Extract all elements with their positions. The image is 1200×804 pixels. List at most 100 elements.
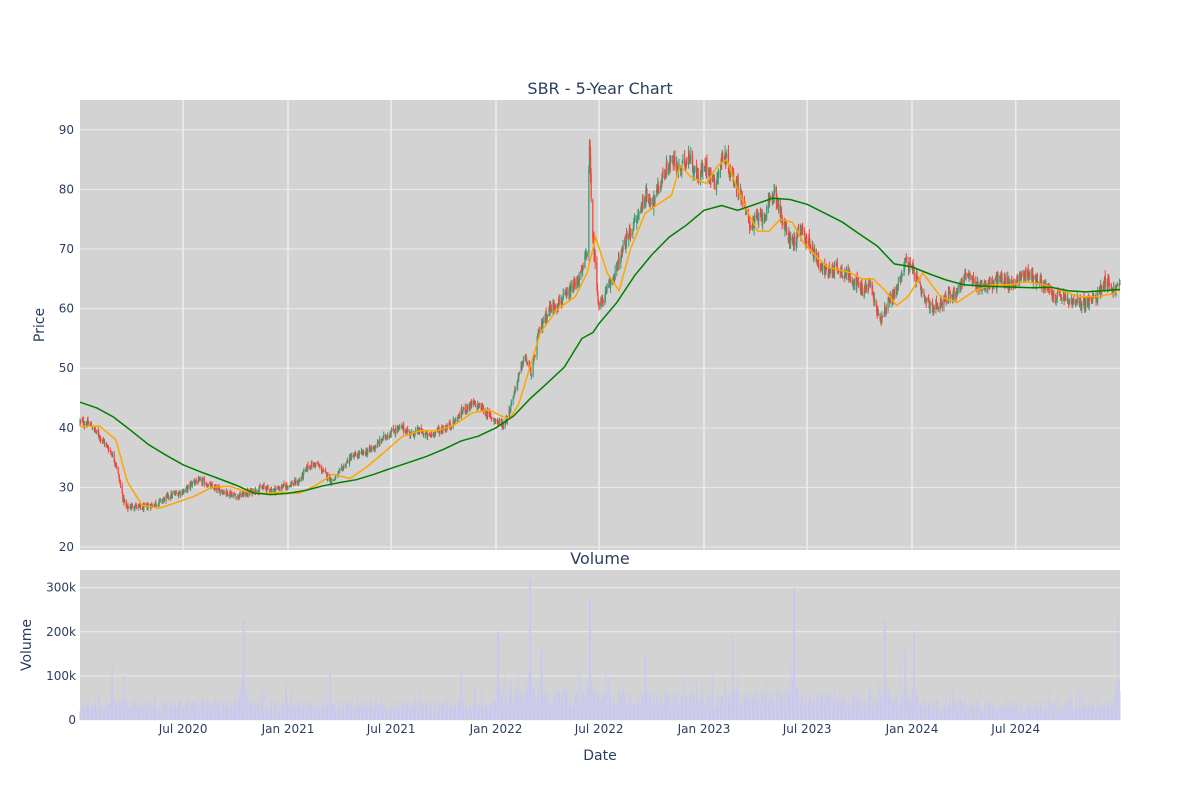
volume-bar (230, 706, 232, 720)
volume-bar (262, 698, 264, 720)
candle-body (395, 428, 397, 434)
candle-body (1032, 273, 1034, 283)
volume-bar (1083, 705, 1084, 720)
volume-bar (830, 690, 831, 720)
volume-bar (157, 713, 159, 720)
volume-bar (601, 708, 603, 720)
candle-body (708, 172, 710, 178)
candle-body (516, 385, 518, 388)
candle-body (1117, 284, 1119, 286)
volume-bar (677, 704, 679, 720)
candle-body (313, 462, 315, 465)
volume-bar (749, 700, 751, 720)
volume-bar (1117, 614, 1119, 720)
date-x-tick-label: Jul 2022 (574, 722, 624, 736)
volume-bar (939, 709, 941, 720)
volume-bar (410, 708, 411, 720)
volume-bar (1008, 709, 1010, 720)
candle-body (644, 198, 646, 209)
date-x-tick-label: Jan 2024 (885, 722, 939, 736)
volume-bar (885, 683, 887, 720)
candle-body (351, 455, 353, 458)
volume-bar (1079, 707, 1081, 720)
volume-bar (508, 694, 510, 720)
price-y-tick-label: 50 (59, 361, 74, 375)
volume-bar (114, 700, 116, 720)
volume-bar (554, 692, 556, 720)
candle-body (546, 315, 548, 318)
volume-bar (891, 699, 893, 720)
candle-body (828, 267, 830, 273)
candle-body (510, 406, 512, 412)
candle-body (688, 150, 690, 159)
volume-bar (884, 620, 886, 720)
candle-body (927, 298, 930, 300)
candle-body (637, 214, 639, 217)
volume-bar (482, 708, 484, 720)
volume-bar (872, 703, 874, 720)
candle-body (493, 418, 495, 420)
volume-bar (434, 710, 436, 720)
volume-bar (781, 697, 782, 720)
candle-body (590, 174, 592, 199)
candle-body (1101, 285, 1103, 292)
candle-body (277, 487, 279, 489)
volume-bar (485, 708, 487, 720)
volume-bar (736, 690, 737, 720)
candle-body (592, 236, 595, 240)
candle-body (670, 159, 672, 163)
volume-bar (202, 695, 204, 720)
volume-bar (586, 683, 588, 720)
volume-bar (353, 709, 354, 720)
volume-bar (677, 709, 679, 720)
volume-bar (620, 692, 622, 720)
volume-bar (716, 708, 717, 720)
volume-bar (382, 706, 384, 720)
candle-body (887, 301, 889, 310)
volume-bar (131, 707, 133, 720)
candle-body (880, 317, 882, 322)
candle-body (731, 167, 734, 176)
volume-bar (903, 696, 905, 720)
volume-bar (612, 705, 614, 720)
volume-bar (500, 692, 502, 720)
volume-bar (686, 696, 688, 720)
volume-bar (769, 699, 770, 720)
volume-bar (1100, 704, 1102, 720)
candle-body (955, 292, 957, 298)
candle-body (465, 411, 467, 412)
candle-body (449, 422, 451, 427)
candle-body (194, 482, 196, 484)
candle-body (81, 419, 83, 422)
volume-bar (831, 709, 833, 720)
volume-bar (314, 709, 316, 720)
candle-body (518, 371, 520, 373)
candle-body (322, 469, 324, 471)
volume-bar (665, 699, 667, 720)
candle-body (221, 491, 224, 493)
volume-bar (378, 705, 380, 720)
candle-body (458, 415, 461, 418)
candle-body (301, 477, 303, 481)
volume-bar (991, 704, 993, 720)
volume-bar (399, 711, 401, 720)
volume-bar (544, 692, 546, 720)
volume-bar (758, 703, 760, 720)
candle-body (105, 444, 107, 446)
volume-bar (849, 707, 851, 720)
candle-body (270, 488, 273, 493)
volume-bar (494, 701, 496, 720)
volume-bar (338, 712, 340, 720)
volume-bar (1048, 710, 1050, 720)
volume-bar (609, 694, 611, 720)
volume-bar (704, 704, 706, 720)
candle-body (433, 433, 435, 436)
candle-body (697, 174, 699, 181)
candle-body (630, 233, 632, 235)
candle-body (722, 155, 724, 159)
candle-body (608, 285, 610, 288)
candle-body (235, 496, 237, 499)
volume-bar (222, 701, 223, 720)
